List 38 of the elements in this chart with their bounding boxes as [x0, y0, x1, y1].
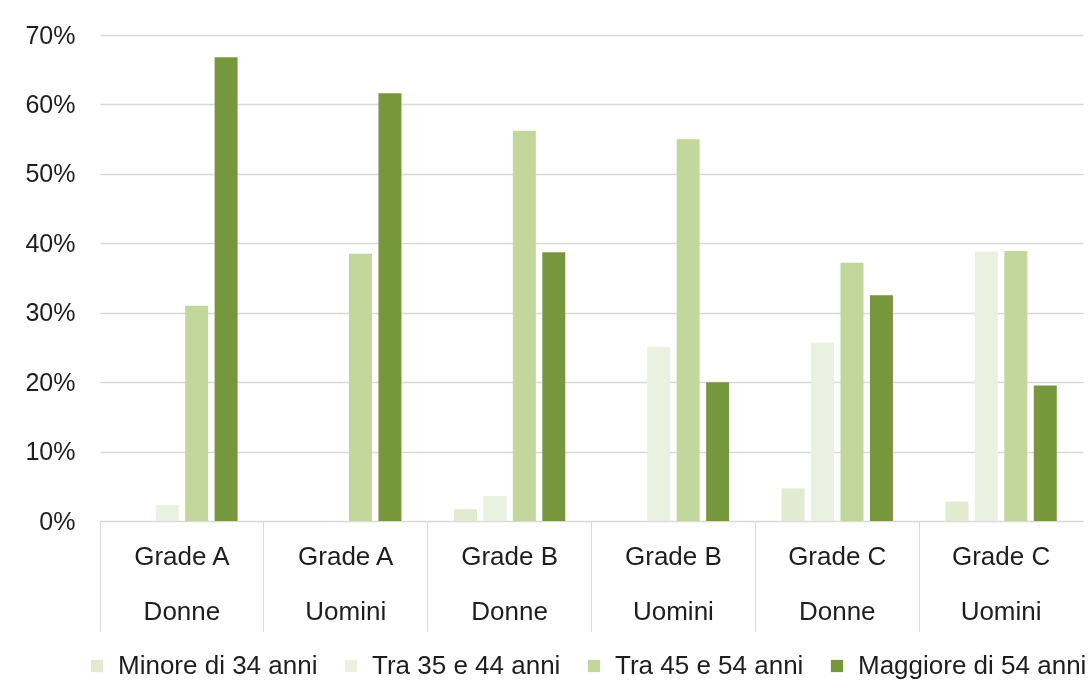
bar [483, 496, 507, 521]
bar [214, 57, 238, 521]
bar [1004, 250, 1028, 521]
y-tick-label: 10% [25, 437, 76, 466]
y-tick-label: 40% [25, 228, 76, 257]
bar [706, 382, 730, 521]
bar [781, 488, 805, 521]
bar [378, 93, 402, 521]
y-tick-label: 20% [25, 367, 76, 396]
x-tick-label: Grade C Uomini [951, 540, 1051, 626]
legend-label: Minore di 34 anni [118, 650, 318, 680]
bar [945, 501, 969, 521]
bar [1033, 385, 1057, 521]
x-tick-label: Grade B Donne [461, 540, 558, 626]
legend-label: Maggiore di 54 anni [858, 650, 1087, 680]
bar [840, 262, 864, 521]
y-tick-label: 50% [25, 159, 76, 188]
bar [811, 342, 835, 521]
y-tick-label: 30% [25, 298, 76, 327]
bar [155, 505, 179, 521]
bar [512, 130, 536, 521]
bar [185, 305, 209, 521]
bar [647, 346, 671, 521]
x-tick-label: Grade C Donne [788, 540, 887, 626]
legend-label: Tra 35 e 44 anni [372, 650, 561, 680]
bar [453, 509, 477, 521]
bar [542, 252, 566, 521]
y-tick-label: 0% [39, 506, 76, 535]
legend-label: Tra 45 e 54 anni [615, 650, 804, 680]
x-tick-label: Grade A Uomini [298, 540, 395, 626]
x-tick-label: Grade B Uomini [625, 540, 722, 626]
bar [869, 295, 893, 521]
bar [676, 139, 700, 521]
y-tick-label: 60% [25, 89, 76, 118]
x-tick-label: Grade A Donne [134, 540, 231, 626]
y-tick-label: 70% [25, 20, 76, 49]
bar [974, 251, 998, 521]
bar [348, 253, 372, 521]
